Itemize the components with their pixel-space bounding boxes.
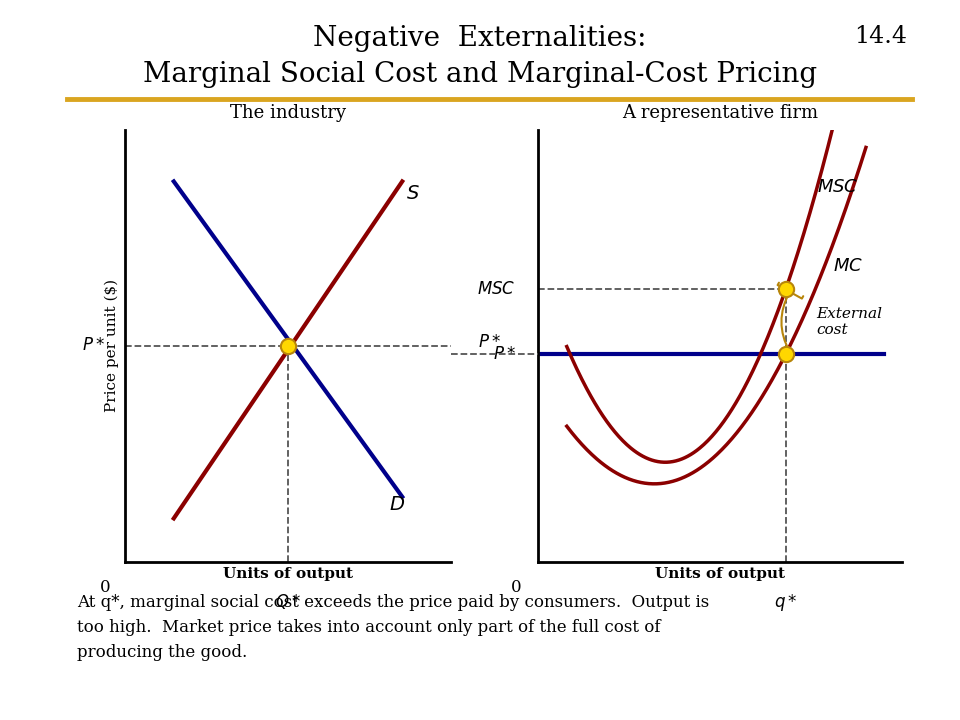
Text: $q*$: $q*$ — [774, 592, 798, 613]
Text: Marginal Social Cost and Marginal-Cost Pricing: Marginal Social Cost and Marginal-Cost P… — [143, 61, 817, 88]
Text: $MC$: $MC$ — [833, 257, 863, 275]
Text: External
cost: External cost — [817, 307, 882, 337]
Title: The industry: The industry — [230, 104, 346, 122]
Text: $Q*$: $Q*$ — [275, 592, 301, 611]
Text: $D$: $D$ — [389, 497, 405, 514]
X-axis label: Units of output: Units of output — [223, 567, 353, 581]
Title: A representative firm: A representative firm — [622, 104, 818, 122]
Text: $P*$: $P*$ — [478, 333, 501, 351]
Text: Negative  Externalities:: Negative Externalities: — [313, 25, 647, 53]
Text: At q*, marginal social cost exceeds the price paid by consumers.  Output is
too : At q*, marginal social cost exceeds the … — [77, 594, 709, 661]
Text: 14.4: 14.4 — [854, 25, 907, 48]
Y-axis label: Price per unit ($): Price per unit ($) — [105, 279, 119, 412]
Text: $P*$: $P*$ — [492, 346, 516, 363]
Text: $P*$: $P*$ — [83, 337, 106, 354]
Text: 0: 0 — [511, 579, 521, 596]
Text: $MSC$: $MSC$ — [817, 178, 858, 196]
Text: $MSC$: $MSC$ — [477, 281, 516, 298]
X-axis label: Units of output: Units of output — [655, 567, 785, 581]
Text: 0: 0 — [100, 579, 110, 596]
Text: $S$: $S$ — [405, 185, 420, 203]
